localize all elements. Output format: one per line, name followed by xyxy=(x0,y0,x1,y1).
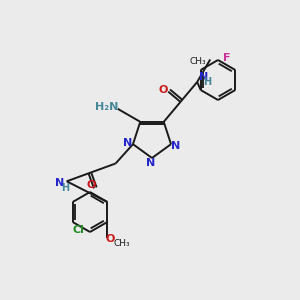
Text: N: N xyxy=(55,178,64,188)
Text: O: O xyxy=(158,85,168,94)
Text: O: O xyxy=(106,234,115,244)
Text: H: H xyxy=(203,77,211,87)
Text: N: N xyxy=(123,138,133,148)
Text: H: H xyxy=(61,183,69,193)
Text: CH₃: CH₃ xyxy=(189,56,206,65)
Text: Cl: Cl xyxy=(72,225,84,235)
Text: N: N xyxy=(199,72,208,82)
Text: N: N xyxy=(146,158,156,168)
Text: F: F xyxy=(223,53,231,63)
Text: CH₃: CH₃ xyxy=(113,238,130,247)
Text: N: N xyxy=(171,141,181,151)
Text: H₂N: H₂N xyxy=(95,102,118,112)
Text: O: O xyxy=(87,180,96,190)
